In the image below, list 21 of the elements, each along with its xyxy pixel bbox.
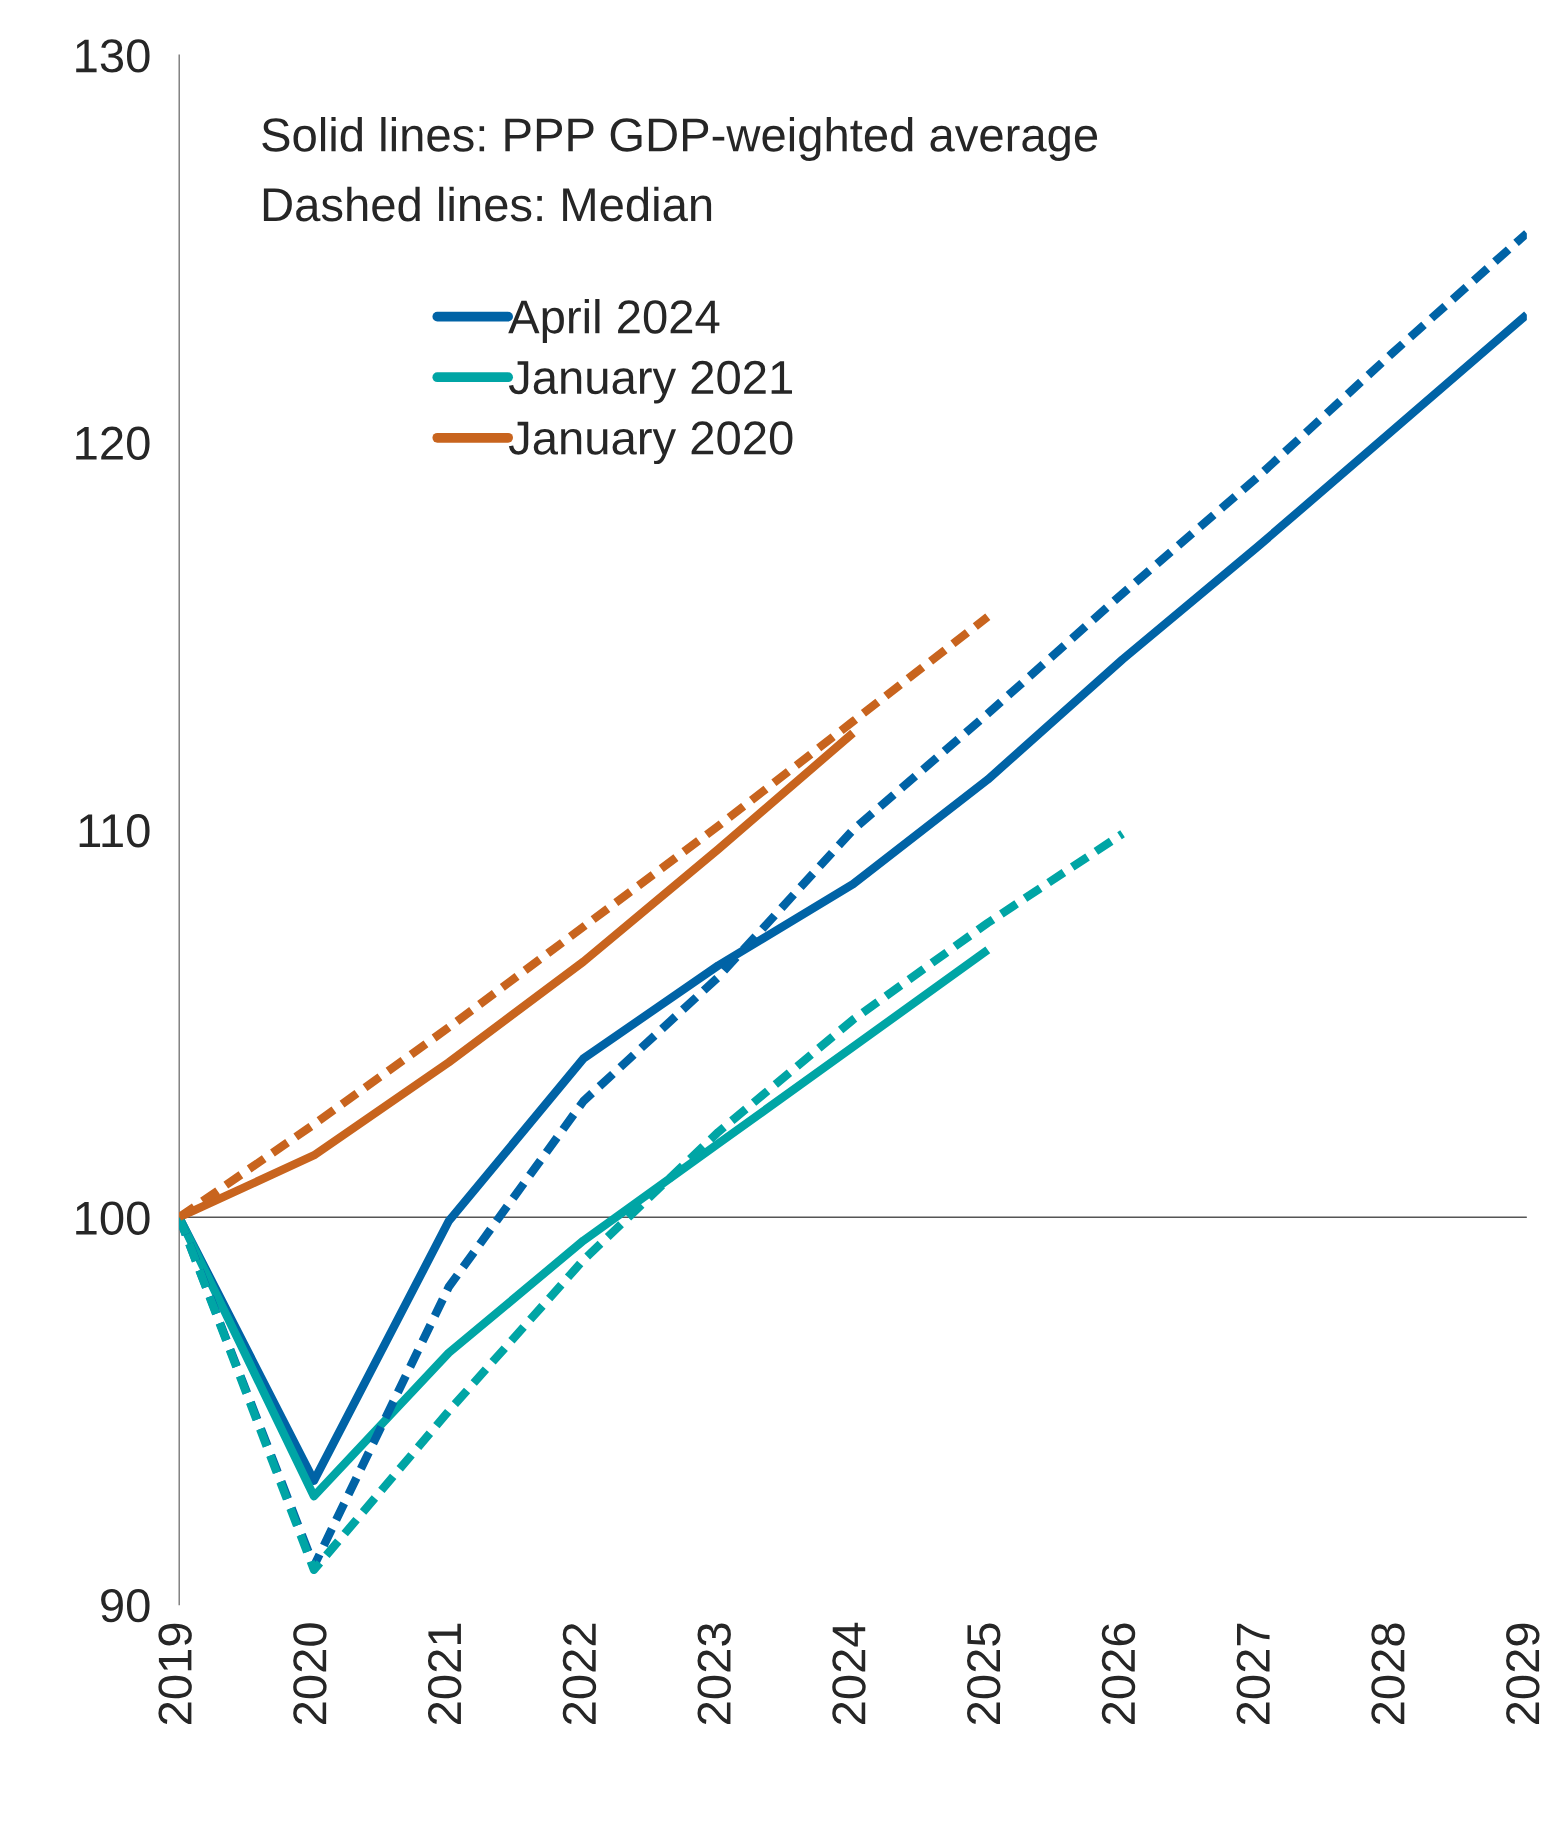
annotation: Dashed lines: Median (263, 186, 712, 222)
x-tick-label: 2019 (158, 1623, 192, 1725)
legend-label: April 2024 (508, 298, 720, 343)
y-tick-label: 110 (79, 814, 150, 848)
x-tick-label: 2025 (967, 1623, 1001, 1725)
x-tick-label: 2020 (293, 1623, 327, 1725)
x-tick-label: 2026 (1101, 1623, 1136, 1725)
y-tick-label: 120 (76, 426, 150, 461)
x-tick-label: 2027 (1236, 1623, 1270, 1725)
legend-label: January 2021 (508, 360, 792, 404)
y-tick-label: 100 (76, 1201, 150, 1235)
y-tick-label: 130 (76, 39, 150, 73)
legend-label: January 2020 (508, 421, 793, 465)
x-tick-label: 2022 (562, 1623, 597, 1725)
x-tick-label: 2021 (427, 1623, 462, 1725)
x-tick-label: 2024 (832, 1622, 866, 1725)
x-tick-label: 2028 (1371, 1623, 1405, 1725)
annotation: Solid lines: PPP GDP-weighted average (262, 117, 1098, 162)
y-tick-label: 90 (101, 1588, 150, 1623)
x-tick-label: 2029 (1506, 1623, 1540, 1725)
x-tick-label: 2023 (697, 1623, 731, 1725)
